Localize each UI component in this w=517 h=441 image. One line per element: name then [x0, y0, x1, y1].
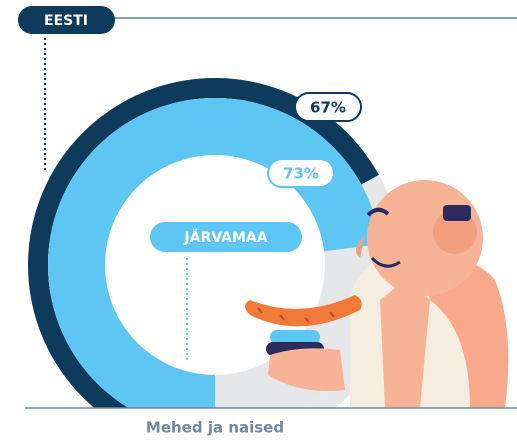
value-label: 67% — [310, 99, 346, 117]
value-label: 73% — [283, 165, 319, 183]
value-pill — [267, 158, 335, 188]
rings — [27, 78, 402, 408]
x-label: Mehed ja naised — [146, 419, 284, 437]
legend-pill — [150, 222, 302, 252]
legend-label: JÄRVAMAA — [183, 229, 267, 246]
legend-label: EESTI — [44, 13, 88, 29]
legend-pill — [18, 6, 115, 34]
illustration — [245, 180, 509, 408]
value-pill — [294, 92, 362, 122]
